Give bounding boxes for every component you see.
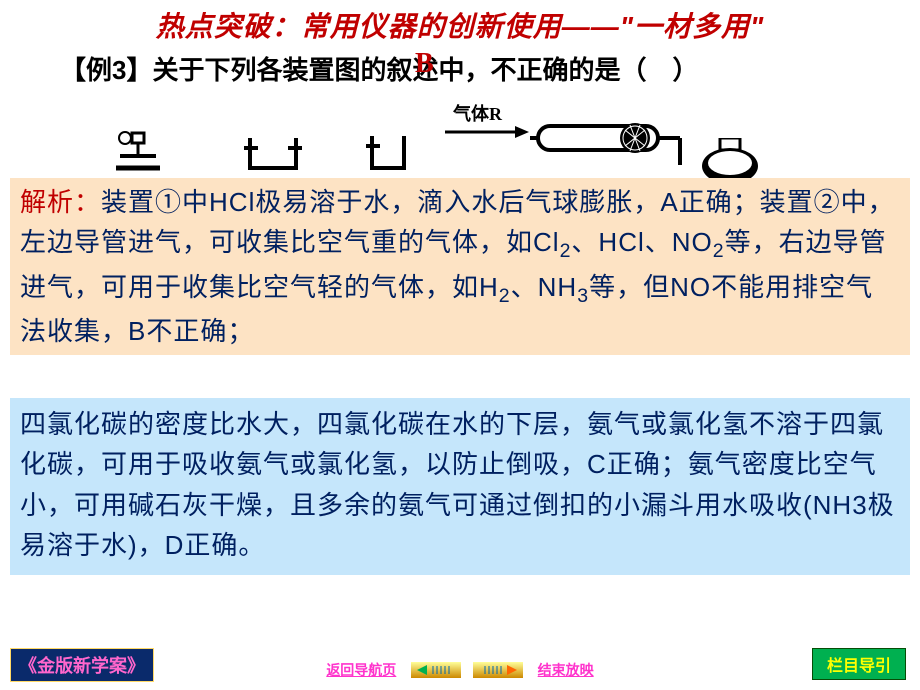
- apparatus1-icon: [110, 128, 170, 178]
- solution-prefix: 解析：: [20, 187, 101, 217]
- slide: 热点突破：常用仪器的创新使用——"一材多用" 【例3】关于下列各装置图的叙述中，…: [0, 0, 920, 690]
- nav-back-link[interactable]: 返回导航页: [326, 660, 396, 680]
- flask-diagram-icon: [695, 138, 765, 183]
- apparatus2-icon: [240, 128, 310, 178]
- gas-arrow-icon: [445, 122, 535, 142]
- header-title: 热点突破：常用仪器的创新使用——"一材多用": [0, 5, 920, 45]
- solution1-body: 装置①中HCl极易溶于水，滴入水后气球膨胀，A正确；装置②中，左边导管进气，可收…: [20, 187, 895, 346]
- question-text: 【例3】关于下列各装置图的叙述中，不正确的是（ ）: [60, 50, 698, 87]
- prev-arrow-icon[interactable]: [411, 662, 461, 678]
- nav-bar: 返回导航页 结束放映: [0, 660, 920, 680]
- solution2-body: 四氯化碳的密度比水大，四氯化碳在水的下层，氨气或氯化氢不溶于四氯化碳，可用于吸收…: [20, 409, 895, 560]
- tube-diagram-icon: [530, 120, 700, 168]
- answer-letter: B: [415, 48, 434, 80]
- nav-end-link[interactable]: 结束放映: [538, 660, 594, 680]
- solution-box-1: 解析：装置①中HCl极易溶于水，滴入水后气球膨胀，A正确；装置②中，左边导管进气…: [10, 178, 910, 355]
- diagram-area: 气体R: [60, 98, 860, 178]
- next-arrow-icon[interactable]: [473, 662, 523, 678]
- solution-box-2: 四氯化碳的密度比水大，四氯化碳在水的下层，氨气或氯化氢不溶于四氯化碳，可用于吸收…: [10, 398, 910, 575]
- apparatus3-icon: [360, 128, 420, 178]
- column-guide-button[interactable]: 栏目导引: [812, 648, 906, 680]
